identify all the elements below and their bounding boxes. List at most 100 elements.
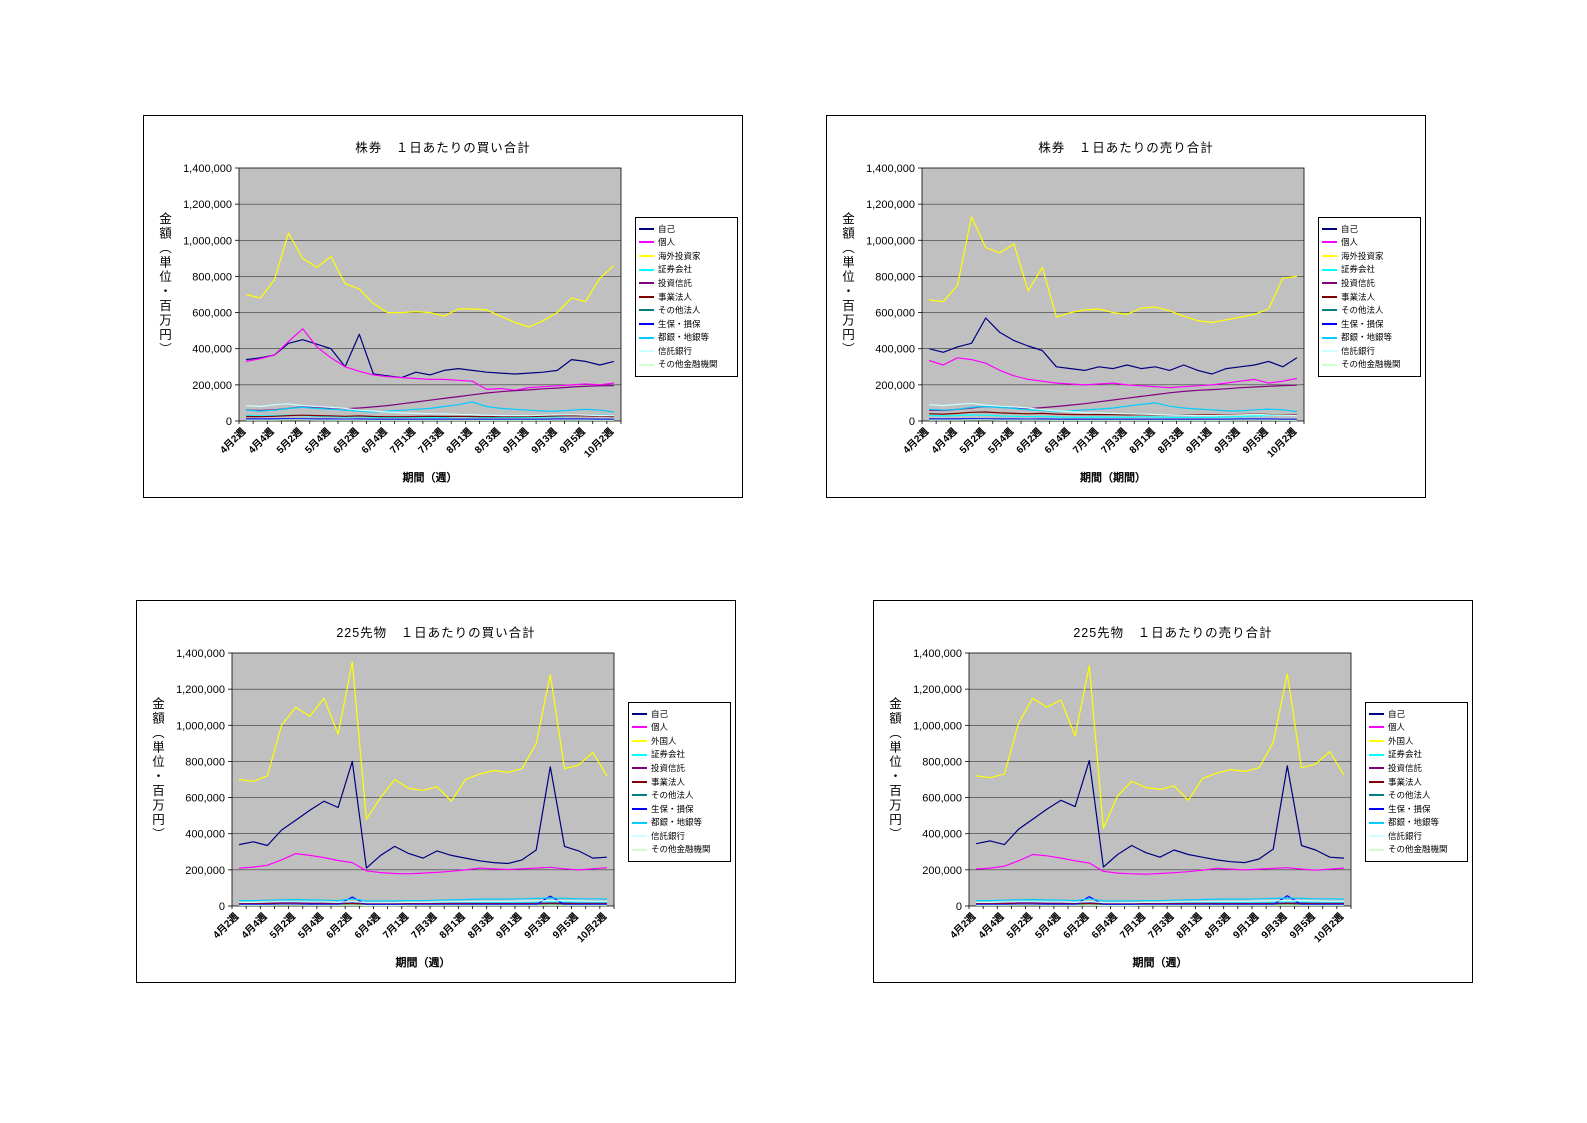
x-tick-label: 6月2週 xyxy=(1014,426,1044,456)
y-tick-label: 800,000 xyxy=(185,756,225,768)
x-tick-label: 6月4週 xyxy=(359,426,389,456)
legend-item: 個人 xyxy=(1322,236,1417,250)
legend-item: 生保・損保 xyxy=(632,802,727,816)
legend-line-marker xyxy=(1322,295,1337,298)
legend-item: 海外投資家 xyxy=(1322,249,1417,263)
y-tick-label: 600,000 xyxy=(875,308,915,320)
series-line xyxy=(246,414,614,418)
x-tick-label: 7月3週 xyxy=(1146,911,1176,941)
series-line xyxy=(239,853,607,875)
legend-label: 事業法人 xyxy=(651,776,686,787)
legend-item: 信託銀行 xyxy=(1322,344,1417,358)
legend-line-marker xyxy=(1322,282,1337,285)
legend-item: 生保・損保 xyxy=(1369,802,1464,816)
legend-item: 都銀・地銀等 xyxy=(1322,331,1417,345)
x-tick-label: 6月2週 xyxy=(331,426,361,456)
legend-item: 信託銀行 xyxy=(1369,829,1464,843)
series-line xyxy=(929,402,1297,417)
x-tick-label: 10月2週 xyxy=(582,426,616,460)
series-line xyxy=(929,414,1297,418)
legend-line-marker xyxy=(632,807,647,810)
legend-label: その他金融機関 xyxy=(658,359,718,370)
x-tick-label: 4月2週 xyxy=(948,911,978,941)
legend-line-marker xyxy=(632,835,647,838)
legend-item: 証券会社 xyxy=(632,748,727,762)
y-axis-title: 金額（単位・百万円） xyxy=(150,697,164,842)
y-tick-label: 600,000 xyxy=(185,793,225,805)
x-tick-label: 10月2週 xyxy=(1265,426,1299,460)
legend-item: 投資信託 xyxy=(1369,761,1464,775)
series-line xyxy=(976,853,1344,875)
legend-line-marker xyxy=(639,363,654,366)
legend-line-marker xyxy=(1369,753,1384,756)
legend-label: 証券会社 xyxy=(1388,749,1423,760)
legend-item: 個人 xyxy=(1369,721,1464,735)
series-line xyxy=(239,897,607,902)
series-line xyxy=(246,403,614,417)
legend-label: 生保・損保 xyxy=(651,803,694,814)
legend-line-marker xyxy=(632,794,647,797)
x-tick-label: 4月4週 xyxy=(929,426,959,456)
x-tick-label: 7月1週 xyxy=(1070,426,1100,456)
x-tick-label: 7月3週 xyxy=(416,426,446,456)
legend-line-marker xyxy=(639,282,654,285)
legend-line-marker xyxy=(639,241,654,244)
series-line xyxy=(245,232,615,328)
legend-item: その他金融機関 xyxy=(1369,843,1464,857)
series-line xyxy=(976,665,1345,829)
y-tick-label: 400,000 xyxy=(922,829,962,841)
y-tick-label: 1,400,000 xyxy=(183,163,232,175)
legend-line-marker xyxy=(639,350,654,353)
x-tick-label: 9月3週 xyxy=(522,911,552,941)
x-tick-label: 8月1週 xyxy=(1127,426,1157,456)
series-line xyxy=(246,385,614,412)
legend-label: 信託銀行 xyxy=(1388,830,1423,841)
x-tick-label: 6月4週 xyxy=(352,911,382,941)
legend-item: 投資信託 xyxy=(1322,276,1417,290)
plot-area xyxy=(921,167,1305,422)
y-tick-label: 200,000 xyxy=(875,380,915,392)
legend: 自己 個人 外国人 証券会社 投資信託 事業法人 その他法人 生保・損保 都銀・地銀等 信託銀行そ… xyxy=(628,702,731,862)
legend-label: 自己 xyxy=(651,708,669,719)
chart-stocks-buy: 0 200,000 400,000 600,000 800,000 1,000,000 1,… xyxy=(143,115,743,498)
legend-line-marker xyxy=(632,780,647,783)
legend-item: その他金融機関 xyxy=(1322,358,1417,372)
legend-item: 自己 xyxy=(1322,222,1417,236)
legend-item: 事業法人 xyxy=(1369,775,1464,789)
legend-label: 個人 xyxy=(651,722,669,733)
x-tick-label: 5月2週 xyxy=(267,911,297,941)
legend-item: 都銀・地銀等 xyxy=(639,331,734,345)
legend-line-marker xyxy=(632,753,647,756)
legend: 自己 個人 海外投資家 証券会社 投資信託 事業法人 その他法人 生保・損保 都銀・地銀等 信託銀… xyxy=(635,217,738,377)
chart-futures-buy: 0 200,000 400,000 600,000 800,000 1,000,000 1,… xyxy=(136,600,736,983)
chart-futures-sell: 0 200,000 400,000 600,000 800,000 1,000,000 1,… xyxy=(873,600,1473,983)
series-line xyxy=(976,900,1344,904)
x-tick-label: 7月3週 xyxy=(409,911,439,941)
legend-label: 事業法人 xyxy=(658,291,693,302)
series-line xyxy=(238,760,607,869)
x-tick-label: 8月1週 xyxy=(437,911,467,941)
y-tick-label: 1,000,000 xyxy=(183,235,232,247)
legend-item: 投資信託 xyxy=(639,276,734,290)
legend-label: 信託銀行 xyxy=(1341,345,1376,356)
y-tick-label: 0 xyxy=(226,416,232,428)
y-tick-label: 1,000,000 xyxy=(913,720,962,732)
legend-item: 都銀・地銀等 xyxy=(632,816,727,830)
plot-canvas: 0 200,000 400,000 600,000 800,000 1,000,000 1,… xyxy=(183,163,622,460)
legend-line-marker xyxy=(1322,254,1337,257)
legend-line-marker xyxy=(1322,309,1337,312)
legend-item: その他金融機関 xyxy=(639,358,734,372)
legend-item: その他法人 xyxy=(1322,304,1417,318)
legend: 自己 個人 海外投資家 証券会社 投資信託 事業法人 その他法人 生保・損保 都銀・地銀等 信託銀… xyxy=(1318,217,1421,377)
legend-label: 生保・損保 xyxy=(658,318,701,329)
legend-label: 都銀・地銀等 xyxy=(658,332,710,343)
legend-label: その他法人 xyxy=(651,790,694,801)
y-axis-title: 金額（単位・百万円） xyxy=(840,212,854,357)
y-tick-label: 0 xyxy=(219,901,225,913)
legend-item: 事業法人 xyxy=(639,290,734,304)
plot-canvas: 0 200,000 400,000 600,000 800,000 1,000,000 1,… xyxy=(176,648,615,945)
legend-label: 信託銀行 xyxy=(658,345,693,356)
x-tick-label: 8月1週 xyxy=(444,426,474,456)
legend-line-marker xyxy=(639,336,654,339)
y-tick-label: 800,000 xyxy=(922,756,962,768)
